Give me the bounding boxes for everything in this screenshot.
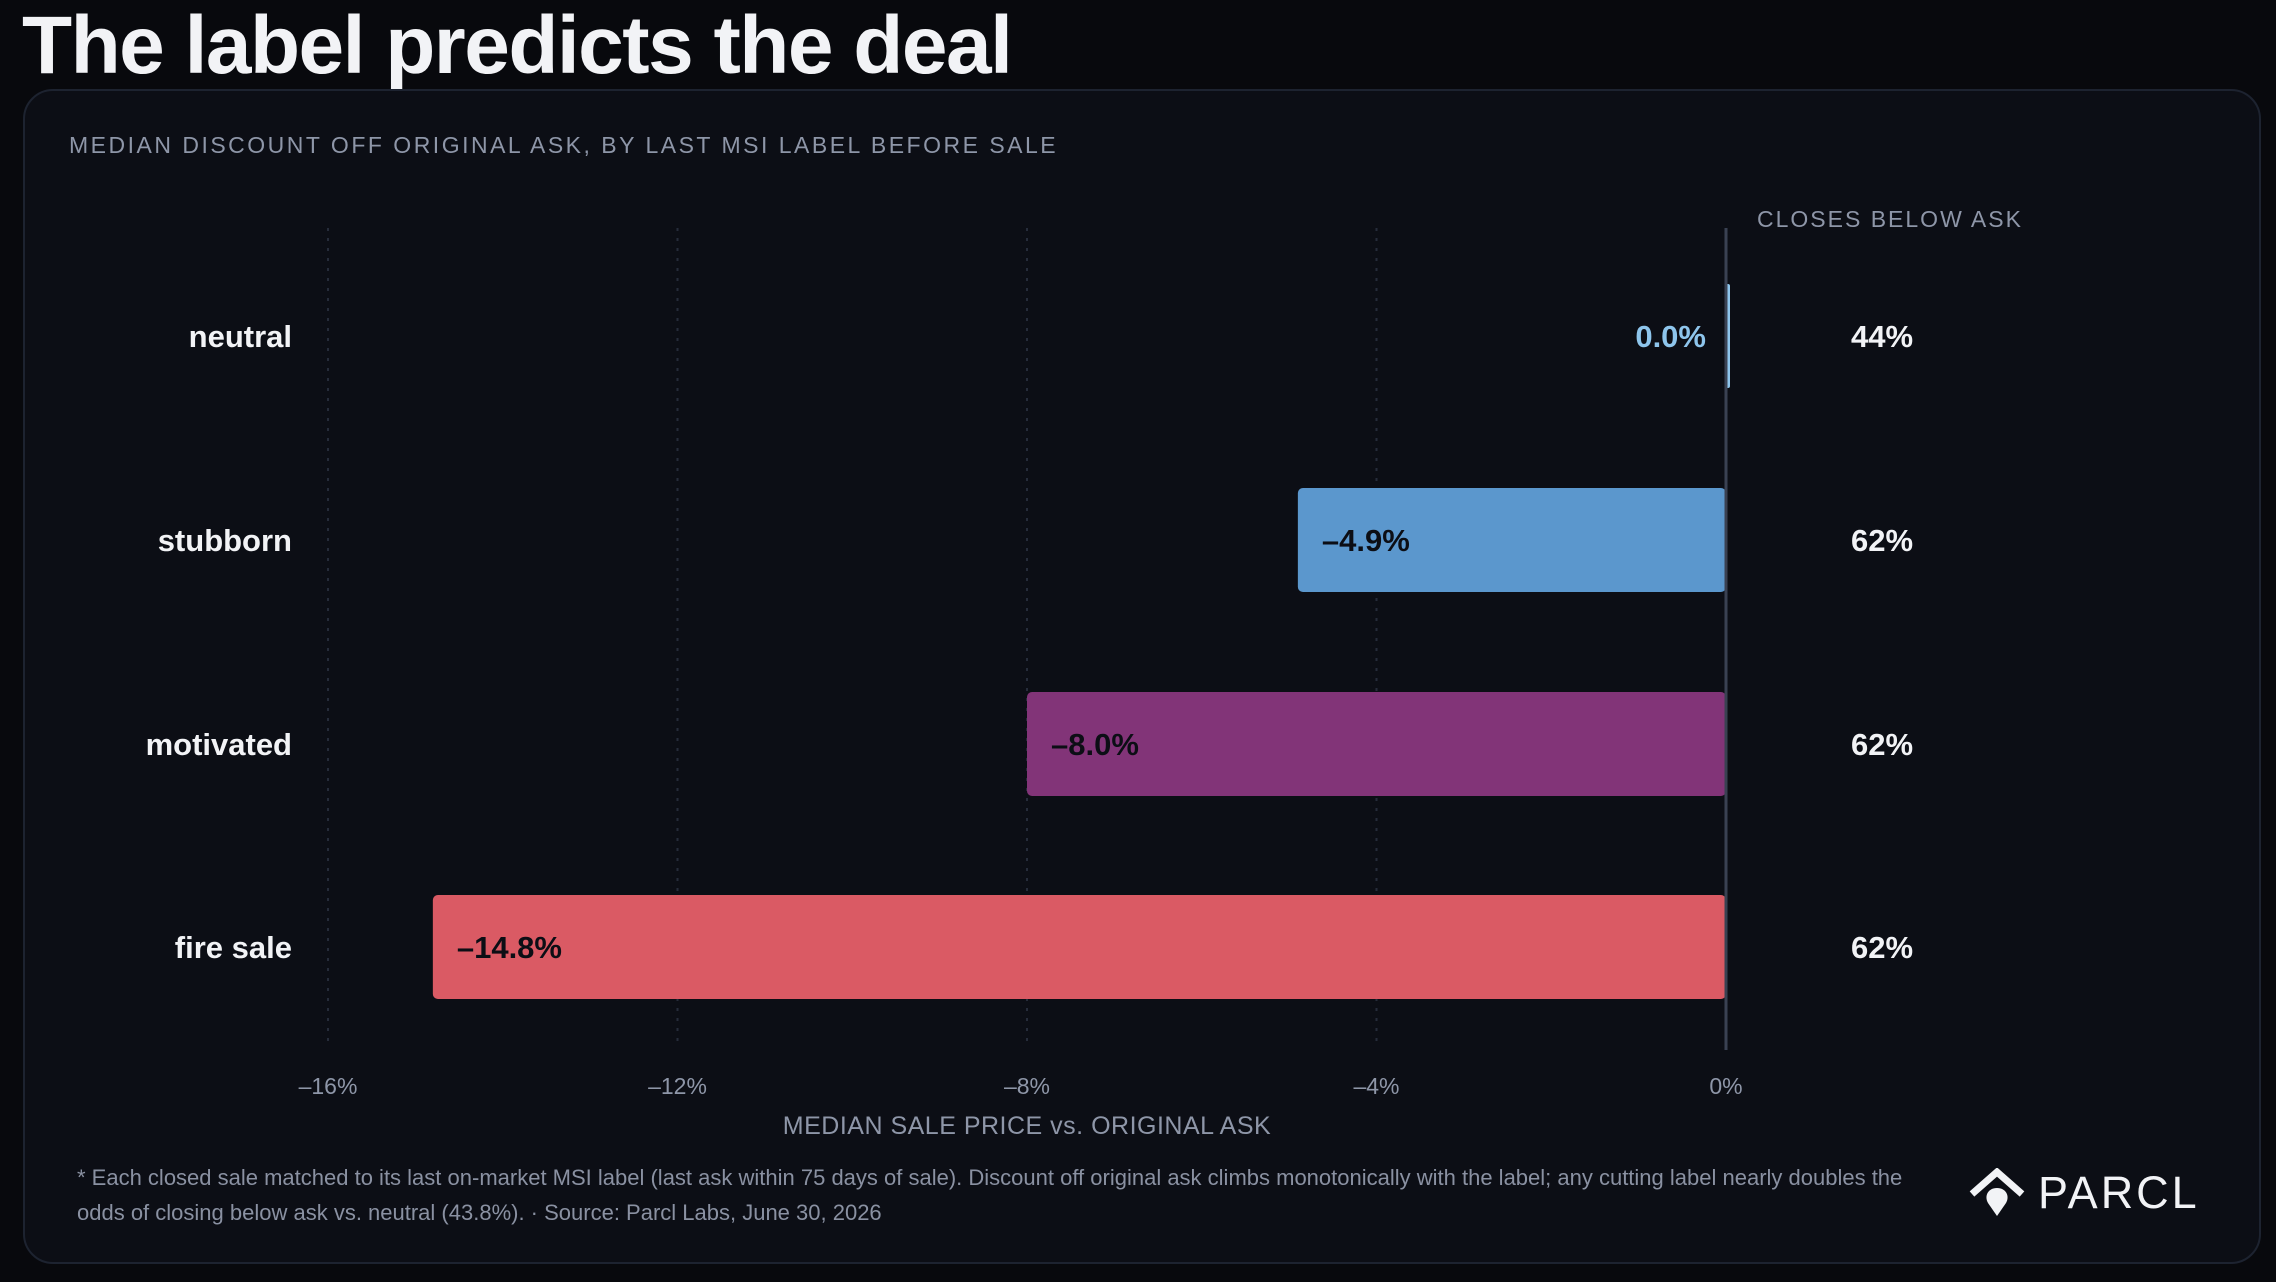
category-label: stubborn bbox=[158, 523, 292, 558]
bar bbox=[1297, 488, 1726, 592]
x-tick-label: –16% bbox=[299, 1073, 358, 1099]
x-tick-label: 0% bbox=[1709, 1073, 1742, 1099]
grid-layer: –16% –12% –8% –4% 0% bbox=[299, 228, 1743, 1099]
closes-below-ask-value: 44% bbox=[1851, 319, 1913, 354]
closes-below-ask-value: 62% bbox=[1851, 930, 1913, 965]
chart-card bbox=[23, 89, 2261, 1264]
x-tick-label: –12% bbox=[648, 1073, 707, 1099]
closes-below-ask-value: 62% bbox=[1851, 727, 1913, 762]
chart-subtitle: MEDIAN DISCOUNT OFF ORIGINAL ASK, BY LAS… bbox=[69, 132, 1059, 158]
parcl-house-icon bbox=[1969, 1168, 2025, 1216]
bar-value-label: 0.0% bbox=[1635, 319, 1706, 354]
footnote: * Each closed sale matched to its last o… bbox=[77, 1165, 1903, 1225]
x-tick-label: –8% bbox=[1004, 1073, 1050, 1099]
closes-below-ask-value: 62% bbox=[1851, 523, 1913, 558]
x-tick-label: –4% bbox=[1353, 1073, 1399, 1099]
bar-value-label: –4.9% bbox=[1322, 523, 1410, 558]
bar-value-label: –14.8% bbox=[457, 930, 562, 965]
parcl-logo: PARCL bbox=[1968, 1165, 2200, 1221]
bar bbox=[1027, 692, 1726, 796]
x-axis-title: MEDIAN SALE PRICE vs. ORIGINAL ASK bbox=[783, 1112, 1271, 1140]
bar bbox=[432, 895, 1727, 999]
category-label: neutral bbox=[189, 319, 292, 354]
bar-layer bbox=[432, 284, 1730, 999]
page-title: The label predicts the deal bbox=[22, 0, 1013, 91]
category-label: motivated bbox=[146, 727, 292, 762]
label-layer: neutral 0.0% 44% stubborn –4.9% 62% motivated –… bbox=[146, 319, 1913, 965]
bar-value-label: –8.0% bbox=[1051, 727, 1139, 762]
category-label: fire sale bbox=[175, 930, 292, 965]
logo-text: PARCL bbox=[2038, 1167, 2200, 1218]
side-column-header: CLOSES BELOW ASK bbox=[1757, 206, 2023, 232]
